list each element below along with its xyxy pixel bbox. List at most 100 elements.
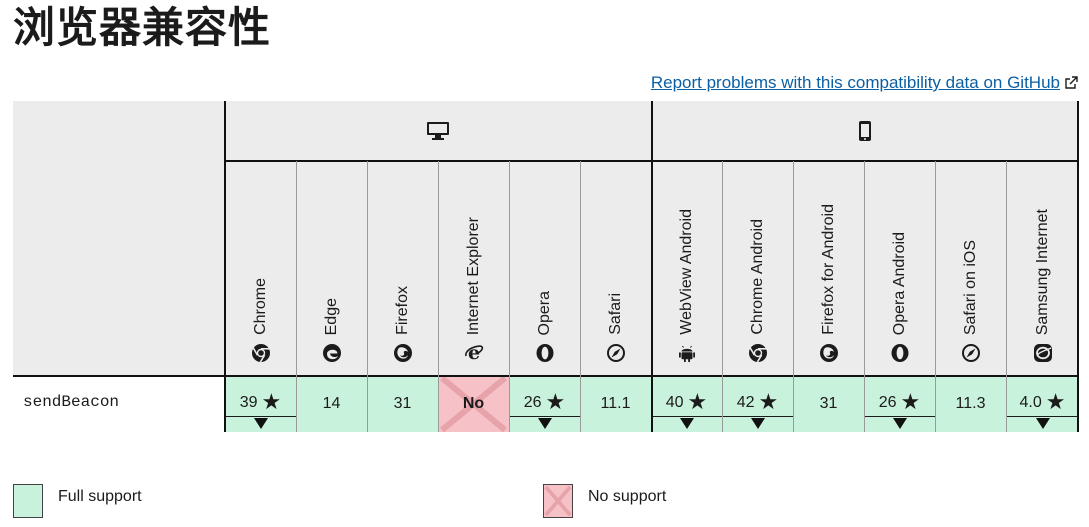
browser-header-firefox: Firefox xyxy=(367,161,438,376)
support-cell-safari-on-ios[interactable]: 11.3 xyxy=(935,376,1006,432)
feature-name[interactable]: sendBeacon xyxy=(23,393,120,411)
support-version: 4.0 ★ xyxy=(1006,389,1079,414)
platform-mobile xyxy=(651,101,1079,161)
svg-text:e: e xyxy=(467,343,479,363)
table-corner xyxy=(13,101,225,376)
report-problems-link[interactable]: Report problems with this compatibility … xyxy=(651,72,1078,94)
support-version: No xyxy=(438,394,509,414)
column-divider xyxy=(367,161,368,432)
table-right-border xyxy=(1077,101,1079,432)
version-text: 39 xyxy=(239,394,258,411)
legend-swatch xyxy=(13,484,43,518)
support-cell-opera[interactable]: 26 ★ xyxy=(509,376,580,432)
note-star-icon: ★ xyxy=(687,389,708,414)
support-version: 42 ★ xyxy=(722,391,793,413)
support-cell-edge[interactable]: 14 xyxy=(296,376,367,432)
opera-icon xyxy=(535,343,555,363)
expand-arrow-icon[interactable] xyxy=(253,418,268,429)
note-divider xyxy=(509,416,580,417)
browser-header-chrome-android: Chrome Android xyxy=(722,161,793,376)
column-divider xyxy=(793,161,794,432)
browser-name: Samsung Internet xyxy=(1033,208,1051,335)
version-text: 11.3 xyxy=(955,395,986,412)
support-cell-webview-android[interactable]: 40 ★ xyxy=(651,376,722,432)
browser-name: Chrome Android xyxy=(748,219,766,335)
browser-name: Safari on iOS xyxy=(961,239,979,335)
version-text: 31 xyxy=(819,395,838,412)
browser-header-safari: Safari xyxy=(580,161,651,376)
column-divider xyxy=(864,161,865,432)
compatibility-table: Chrome Edge Firefox Internet Explorer e Opera… xyxy=(13,101,1079,432)
report-link-text: Report problems with this compatibility … xyxy=(650,73,1060,92)
desktop-icon xyxy=(427,122,449,140)
note-divider xyxy=(864,416,935,417)
expand-arrow-icon[interactable] xyxy=(892,418,907,429)
support-cell-safari[interactable]: 11.1 xyxy=(580,376,651,432)
expand-arrow-icon[interactable] xyxy=(1035,418,1050,429)
browser-header-opera: Opera xyxy=(509,161,580,376)
page-title: 浏览器兼容性 xyxy=(13,3,272,52)
support-cell-chrome-android[interactable]: 42 ★ xyxy=(722,376,793,432)
support-version: 11.1 xyxy=(580,394,651,414)
no-support-cross xyxy=(544,485,572,517)
legend-label: No support xyxy=(588,488,667,505)
samsung-icon xyxy=(1033,343,1053,363)
support-cell-opera-android[interactable]: 26 ★ xyxy=(864,376,935,432)
column-divider xyxy=(296,161,297,432)
version-text: 4.0 xyxy=(1019,394,1042,411)
browser-header-webview-android: WebView Android xyxy=(651,161,722,376)
column-divider xyxy=(509,161,510,432)
browser-name: Safari xyxy=(606,293,624,335)
version-text: 14 xyxy=(322,395,341,412)
column-divider xyxy=(580,161,581,432)
browser-name: WebView Android xyxy=(677,209,695,335)
support-cell-samsung-internet[interactable]: 4.0 ★ xyxy=(1006,376,1079,432)
browser-header-internet-explorer: Internet Explorer e xyxy=(438,161,509,376)
safari-icon xyxy=(961,343,981,363)
header-bottom-border xyxy=(13,375,1079,377)
note-divider xyxy=(651,416,722,417)
note-divider xyxy=(1006,416,1079,417)
expand-arrow-icon[interactable] xyxy=(537,418,552,429)
note-star-icon: ★ xyxy=(545,389,566,414)
column-divider xyxy=(935,161,936,432)
browser-header-safari-on-ios: Safari on iOS xyxy=(935,161,1006,376)
ie-icon: e xyxy=(464,342,484,364)
opera-icon xyxy=(890,343,910,363)
legend-label: Full support xyxy=(58,488,142,505)
support-version: 26 ★ xyxy=(509,389,580,414)
support-cell-firefox-for-android[interactable]: 31 xyxy=(793,376,864,432)
version-text: 26 xyxy=(523,394,542,411)
note-star-icon: ★ xyxy=(1045,389,1066,414)
edge-icon xyxy=(322,343,342,363)
support-cell-internet-explorer[interactable]: No xyxy=(438,376,509,432)
support-version: 14 xyxy=(296,394,367,414)
column-divider xyxy=(1006,161,1007,432)
column-divider xyxy=(722,161,723,432)
expand-arrow-icon[interactable] xyxy=(679,418,694,429)
external-link-icon xyxy=(1065,76,1078,89)
no-support-cross xyxy=(440,376,507,432)
browser-name: Opera Android xyxy=(890,231,908,335)
browser-name: Opera xyxy=(535,290,553,335)
expand-arrow-icon[interactable] xyxy=(750,418,765,429)
browser-header-edge: Edge xyxy=(296,161,367,376)
platform-desktop xyxy=(225,101,651,161)
platform-row-border xyxy=(225,160,1079,162)
support-version: 26 ★ xyxy=(864,391,935,413)
version-text: 42 xyxy=(736,394,755,411)
browser-header-chrome: Chrome xyxy=(225,161,296,376)
version-text: 31 xyxy=(393,395,412,412)
browser-name: Chrome xyxy=(251,278,269,335)
note-divider xyxy=(225,416,296,417)
chrome-icon xyxy=(251,343,271,363)
platform-divider xyxy=(651,101,653,432)
support-cell-firefox[interactable]: 31 xyxy=(367,376,438,432)
version-text: 40 xyxy=(665,394,684,411)
support-cell-chrome[interactable]: 39 ★ xyxy=(225,376,296,432)
mobile-icon xyxy=(859,121,871,141)
version-text: 26 xyxy=(878,394,897,411)
android-icon xyxy=(677,343,697,363)
support-version: 31 xyxy=(367,394,438,414)
legend-swatch xyxy=(543,484,573,518)
